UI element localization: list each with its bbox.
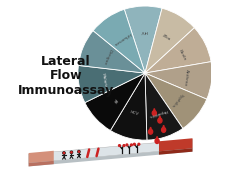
- Circle shape: [123, 145, 125, 146]
- Circle shape: [63, 152, 65, 154]
- Polygon shape: [150, 127, 152, 130]
- Wedge shape: [124, 6, 162, 73]
- Polygon shape: [155, 139, 159, 143]
- Circle shape: [63, 152, 65, 154]
- Polygon shape: [152, 111, 156, 115]
- Circle shape: [78, 151, 80, 152]
- Text: Syphilis: Syphilis: [170, 92, 184, 107]
- Wedge shape: [85, 73, 145, 130]
- Text: Lateral
Flow
Immunoassay: Lateral Flow Immunoassay: [18, 55, 114, 97]
- Polygon shape: [159, 138, 193, 151]
- Wedge shape: [145, 73, 207, 128]
- Polygon shape: [29, 139, 193, 163]
- Text: HCV: HCV: [130, 110, 139, 116]
- Wedge shape: [145, 62, 212, 99]
- Text: Dengue: Dengue: [101, 48, 112, 66]
- Polygon shape: [29, 148, 193, 167]
- Circle shape: [131, 144, 132, 146]
- Polygon shape: [158, 118, 162, 123]
- Circle shape: [78, 150, 80, 153]
- Circle shape: [134, 143, 135, 145]
- Text: Ebola: Ebola: [178, 48, 187, 61]
- Circle shape: [70, 151, 73, 153]
- Wedge shape: [145, 73, 183, 140]
- Circle shape: [126, 144, 128, 146]
- Polygon shape: [159, 116, 161, 119]
- Polygon shape: [148, 129, 153, 134]
- Circle shape: [138, 143, 140, 145]
- Text: HIV: HIV: [140, 29, 148, 34]
- Polygon shape: [159, 148, 193, 155]
- Polygon shape: [153, 108, 155, 112]
- Circle shape: [71, 152, 72, 153]
- Wedge shape: [145, 8, 194, 73]
- Text: Zika: Zika: [161, 33, 172, 42]
- Text: Malaria: Malaria: [101, 72, 107, 88]
- Wedge shape: [78, 65, 145, 103]
- Wedge shape: [78, 31, 145, 73]
- Wedge shape: [145, 28, 211, 73]
- Polygon shape: [29, 161, 54, 167]
- Wedge shape: [93, 9, 145, 73]
- Text: Hepatitis: Hepatitis: [148, 108, 168, 118]
- Polygon shape: [29, 151, 54, 163]
- Circle shape: [118, 145, 120, 146]
- Wedge shape: [110, 73, 147, 140]
- Text: TB: TB: [111, 98, 118, 105]
- Polygon shape: [162, 127, 166, 132]
- Polygon shape: [156, 136, 158, 140]
- Polygon shape: [163, 125, 164, 129]
- Text: Anthrax: Anthrax: [183, 69, 189, 87]
- Text: Influenza: Influenza: [112, 32, 131, 46]
